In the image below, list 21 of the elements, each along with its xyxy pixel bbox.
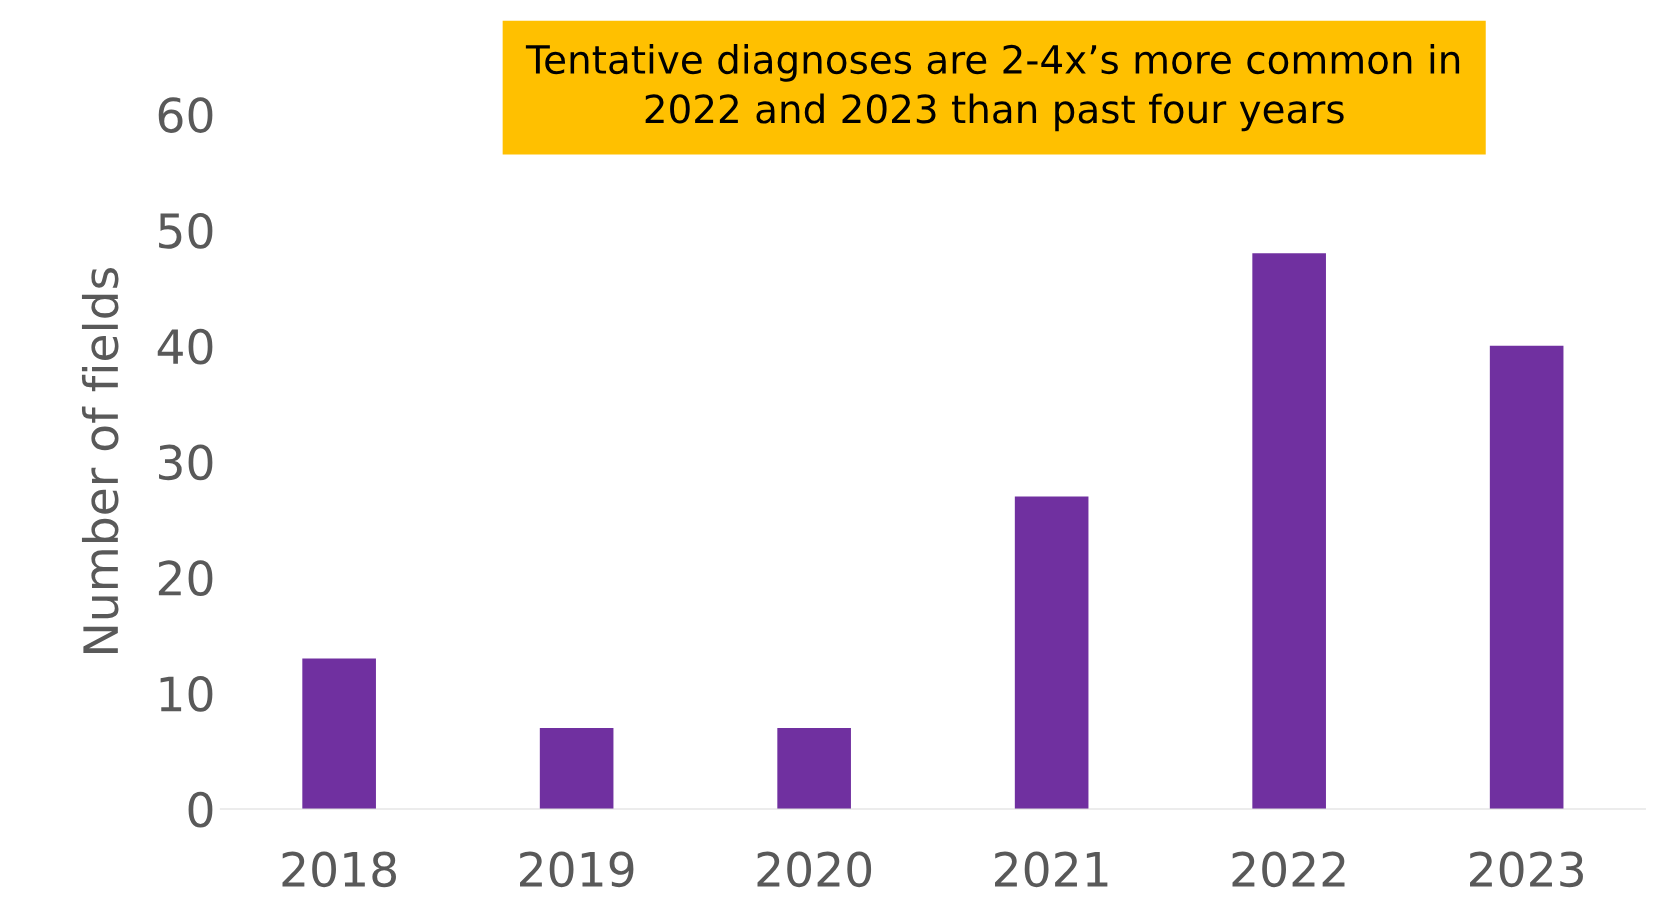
y-tick-label: 30 — [159, 444, 213, 481]
y-tick-label: 60 — [158, 97, 213, 133]
y-tick-label: 20 — [158, 560, 213, 597]
x-tick-label: 2018 — [282, 851, 396, 888]
bar — [1014, 496, 1089, 809]
annotation: Tentative diagnoses are 2-4x’s more common in 2022 and 2023 than past four years — [525, 44, 1460, 132]
x-tick-label: 2020 — [757, 851, 872, 888]
y-tick-label: 10 — [160, 676, 213, 712]
bar — [302, 658, 376, 809]
y-tick-label: 50 — [159, 212, 213, 249]
bar — [539, 727, 614, 809]
y-tick-label: 40 — [157, 328, 213, 365]
x-tick-label: 2019 — [520, 851, 634, 888]
x-tick-label: 2021 — [995, 851, 1108, 888]
x-tick-label: 2023 — [1470, 851, 1583, 888]
y-axis-title: Number of fields — [81, 268, 119, 653]
y-tick-label: 0 — [188, 791, 213, 828]
bar — [1489, 345, 1564, 809]
bar — [1252, 253, 1326, 809]
bar — [777, 727, 851, 809]
x-tick-label: 2022 — [1232, 851, 1345, 888]
